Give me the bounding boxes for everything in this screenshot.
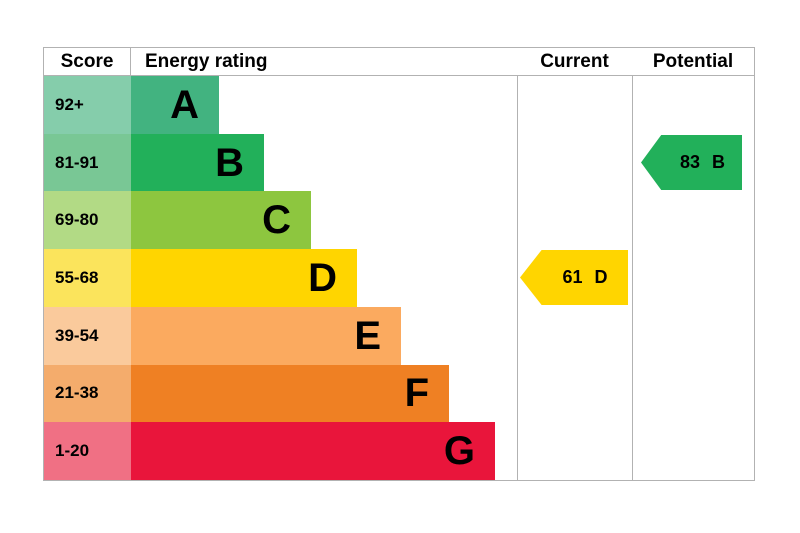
score-range-c: 69-80 <box>44 191 131 250</box>
potential-rating-letter: B <box>712 152 726 172</box>
score-range-d: 55-68 <box>44 249 131 307</box>
band-bar-c: C <box>131 191 311 250</box>
potential-column-header: Potential <box>652 50 734 72</box>
score-range-f: 21-38 <box>44 364 131 423</box>
band-row-e: 39-54 E <box>44 306 754 365</box>
band-bar-d: D <box>131 249 357 307</box>
band-bar-e: E <box>131 306 401 365</box>
band-letter-f: F <box>404 371 429 416</box>
band-row-b: 81-91 B <box>44 133 754 192</box>
band-row-g: 1-20 G <box>44 422 754 481</box>
score-column-header: Score <box>44 48 131 75</box>
current-column-header: Current <box>540 50 609 72</box>
current-rating-score: 61 <box>562 267 583 287</box>
current-rating-arrow: 61 D <box>520 250 628 305</box>
band-row-c: 69-80 C <box>44 191 754 250</box>
potential-rating-arrow: 83 B <box>641 135 742 190</box>
band-bar-b: B <box>131 133 264 192</box>
band-bar-a: A <box>131 76 219 134</box>
score-range-e: 39-54 <box>44 306 131 365</box>
band-row-a: 92+ A <box>44 76 754 134</box>
band-letter-g: G <box>443 429 475 474</box>
band-letter-c: C <box>262 198 291 243</box>
score-range-a: 92+ <box>44 76 131 134</box>
potential-column-divider <box>632 48 633 480</box>
table-header: Score Energy rating Current Potential <box>44 48 754 76</box>
epc-table: Score Energy rating Current Potential 92… <box>43 47 755 481</box>
band-letter-b: B <box>215 140 244 185</box>
band-row-f: 21-38 F <box>44 364 754 423</box>
band-letter-a: A <box>170 82 199 127</box>
energy-rating-column-header: Energy rating <box>145 50 268 72</box>
band-letter-d: D <box>308 256 337 301</box>
current-column-divider <box>517 48 518 480</box>
band-bar-g: G <box>131 422 495 481</box>
band-rows: 92+ A 81-91 B 69-80 C 55-68 D 39-54 E 21… <box>44 76 754 481</box>
current-rating-letter: D <box>594 267 608 287</box>
band-letter-e: E <box>354 313 381 358</box>
score-range-g: 1-20 <box>44 422 131 481</box>
score-range-b: 81-91 <box>44 133 131 192</box>
band-row-d: 55-68 D <box>44 249 754 307</box>
potential-rating-score: 83 <box>679 152 701 172</box>
band-bar-f: F <box>131 364 449 423</box>
